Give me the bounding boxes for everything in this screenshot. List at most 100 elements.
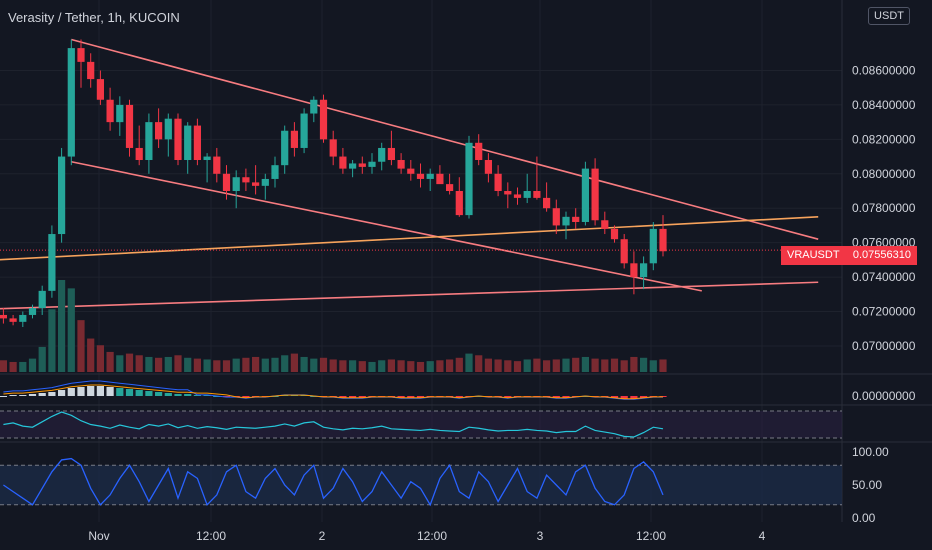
volume-bar [581, 356, 589, 372]
currency-button[interactable]: USDT [868, 7, 910, 25]
volume-bar [0, 360, 7, 372]
volume-bar [261, 358, 269, 372]
macd-histogram-bar [87, 386, 95, 396]
volume-bar [300, 356, 308, 372]
stoch-band [0, 465, 842, 505]
volume-bar [494, 359, 502, 372]
volume-bar [125, 353, 134, 372]
candle-body [0, 314, 7, 319]
volume-bar [290, 353, 298, 372]
stoch-rsi-pane [0, 457, 842, 507]
candle-body [145, 122, 153, 161]
candle-body [446, 184, 454, 191]
volume-bar [455, 357, 463, 372]
candle-body [465, 142, 473, 216]
volume-bar [9, 361, 17, 372]
candle-body [242, 177, 250, 183]
candle-body [572, 216, 580, 222]
candle-body [475, 142, 483, 161]
candle-body [271, 165, 279, 179]
volume-bar [630, 356, 638, 372]
volume-bar [591, 358, 599, 372]
volume-bar [368, 361, 376, 372]
macd-histogram-bar [28, 394, 37, 396]
volume-bar [349, 360, 357, 372]
time-tick-label: 3 [537, 529, 544, 543]
candle-body [222, 173, 231, 191]
volume-bar [145, 356, 153, 372]
price-axis[interactable]: 0.08600000 0.08400000 0.08200000 0.08000000… [852, 63, 916, 525]
price-tick-label: 0.07000000 [852, 339, 916, 353]
candle-body [125, 104, 134, 148]
volume-bar [96, 345, 104, 372]
volume-bar [135, 355, 143, 372]
macd-histogram-bar [397, 396, 405, 398]
volume-bar [446, 359, 454, 372]
candle-body [203, 156, 211, 161]
macd-pane [0, 380, 667, 400]
volume-bar [242, 357, 250, 372]
macd-histogram-bar [96, 386, 104, 396]
macd-histogram-bar [640, 396, 648, 398]
volume-bar [475, 355, 483, 372]
volume-bar [58, 280, 66, 372]
macd-histogram-bar [155, 392, 163, 396]
macd-histogram-bar [164, 393, 172, 396]
rsi-pane [0, 410, 842, 439]
candle-body [397, 160, 405, 169]
volume-bar [572, 357, 580, 372]
candle-body [58, 156, 66, 235]
price-tick-label: 0.08600000 [852, 63, 916, 77]
volume-bar [513, 361, 522, 372]
price-tick-label: 0.07800000 [852, 201, 916, 215]
last-price-value: 0.07556310 [852, 249, 911, 261]
volume-bar [329, 359, 337, 372]
stoch-k-line [3, 457, 664, 507]
time-tick-label: 12:00 [636, 529, 666, 543]
candle-body [67, 48, 75, 157]
volume-bar [106, 351, 114, 372]
macd-histogram-bar [106, 387, 114, 396]
candle-body [252, 182, 260, 186]
candle-body [96, 79, 104, 100]
candle-body [368, 161, 376, 167]
macd-histogram-bar [9, 395, 17, 396]
volume-bar [310, 358, 318, 372]
candle-body [174, 118, 182, 161]
trendline-orange [0, 216, 819, 261]
price-tick-label: 0.07400000 [852, 270, 916, 284]
candle-body [513, 194, 522, 198]
candle-body [494, 173, 502, 191]
time-tick-label: 2 [319, 529, 326, 543]
volume-bar [552, 359, 560, 372]
candle-body [19, 314, 27, 322]
candle-body [135, 147, 143, 161]
candle-body [455, 191, 463, 216]
candle-body [436, 173, 444, 185]
trendlines[interactable] [0, 38, 842, 310]
candle-body [523, 191, 531, 198]
volume-bar [504, 360, 512, 372]
candle-body [659, 228, 667, 252]
volume-bar [378, 360, 386, 372]
candle-body [610, 228, 619, 240]
macd-histogram-bar [58, 390, 66, 396]
candle-body [213, 156, 221, 174]
macd-histogram-bar [67, 388, 75, 396]
time-axis[interactable]: Nov 12:00 2 12:00 3 12:00 4 [88, 529, 765, 543]
candle-body [640, 263, 648, 278]
macd-histogram-bar [610, 396, 619, 398]
candle-body [649, 228, 657, 264]
macd-histogram-bar [222, 396, 231, 397]
volume-bar [184, 357, 192, 372]
volume-bar [601, 359, 609, 372]
candle-body [319, 99, 328, 140]
time-tick-label: 12:00 [417, 529, 447, 543]
candle-body [378, 147, 386, 162]
macd-histogram-bar [145, 391, 153, 396]
macd-histogram-bar [19, 395, 27, 396]
volume-bar [67, 288, 75, 372]
candle-body [484, 160, 492, 174]
trendline-upper [71, 38, 819, 240]
